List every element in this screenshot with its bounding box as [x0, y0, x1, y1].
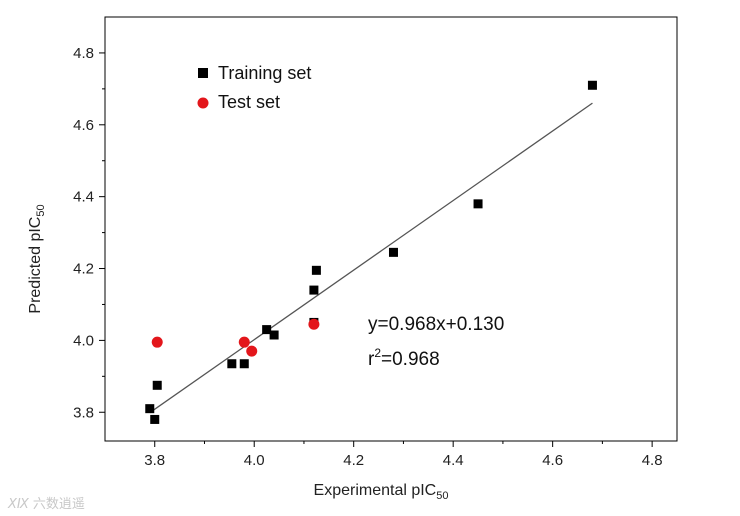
test-set-points: [151, 318, 320, 357]
training-point: [152, 380, 162, 390]
regression-line: [149, 102, 593, 414]
y-tick-label: 4.4: [73, 189, 94, 206]
watermark: ⅩⅨ 六数逍遥: [8, 493, 85, 512]
x-tick-label: 4.4: [443, 452, 464, 469]
legend-label-training: Training set: [218, 63, 311, 83]
y-tick-label: 4.0: [73, 332, 94, 349]
y-tick-label: 4.2: [73, 261, 94, 278]
test-point: [246, 345, 258, 357]
test-point: [151, 336, 163, 348]
test-point: [238, 336, 250, 348]
x-tick-label: 3.8: [144, 452, 165, 469]
training-point: [473, 199, 483, 209]
training-set-points: [145, 80, 597, 424]
plot-frame: [104, 16, 678, 442]
legend-label-test: Test set: [218, 92, 280, 112]
x-tick-label: 4.8: [642, 452, 663, 469]
y-axis-title-subscript: 50: [35, 204, 47, 216]
training-point: [262, 325, 272, 335]
training-point: [227, 359, 237, 369]
watermark-logo: ⅩⅨ: [8, 497, 29, 512]
training-point: [388, 247, 398, 257]
training-point: [309, 285, 319, 295]
r-squared: r2=0.968: [368, 346, 440, 370]
x-tick-label: 4.0: [244, 452, 265, 469]
test-point: [308, 318, 320, 330]
fit-equation: y=0.968x+0.130: [368, 314, 504, 335]
y-axis-title-main: Predicted pIC: [27, 217, 44, 314]
training-point: [150, 414, 160, 424]
r-squared-base: r: [368, 349, 375, 370]
training-point: [145, 404, 155, 414]
watermark-text: 六数逍遥: [32, 497, 85, 512]
x-tick-label: 4.2: [343, 452, 364, 469]
y-tick-label: 4.6: [73, 117, 94, 134]
x-axis-title-subscript: 50: [436, 490, 448, 502]
x-axis-title-main: Experimental pIC: [314, 482, 437, 499]
training-point: [587, 80, 597, 90]
y-axis-title: Predicted pIC50: [27, 204, 47, 313]
training-point: [311, 265, 321, 275]
y-tick-label: 4.8: [73, 45, 94, 62]
y-tick-label: 3.8: [73, 404, 94, 421]
y-axis: 3.8 4.0 4.2 4.4 4.6 4.8: [73, 45, 105, 421]
r-squared-superscript: 2: [374, 346, 381, 360]
legend-marker-training: [198, 68, 208, 78]
legend-marker-test: [197, 97, 209, 109]
training-point: [269, 330, 279, 340]
x-axis: 3.8 4.0 4.2 4.4 4.6 4.8: [144, 441, 663, 469]
training-point: [239, 359, 249, 369]
r-squared-value: =0.968: [381, 349, 440, 370]
x-tick-label: 4.6: [542, 452, 563, 469]
legend: Training set Test set: [197, 63, 311, 112]
x-axis-title: Experimental pIC50: [314, 482, 449, 502]
